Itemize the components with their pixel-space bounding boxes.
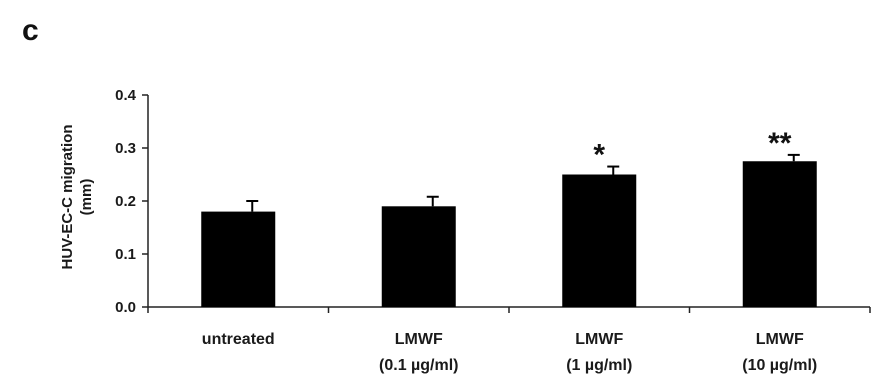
x-labels: untreated LMWF (0.1 µg/ml) LMWF (1 µg/ml) LMW… (147, 307, 871, 374)
y-tick-label: 0.1 (115, 246, 136, 263)
y-axis-title-line1: HUV-EC-C migration (59, 124, 76, 269)
x-category-label: LMWF (395, 331, 443, 348)
bars: * ** (201, 127, 817, 307)
error-bar (607, 165, 620, 175)
y-ticks: 0.0 0.1 0.2 0.3 0.4 (115, 87, 148, 316)
y-tick-label: 0.2 (115, 193, 136, 210)
x-category-sublabel: (1 µg/ml) (566, 357, 632, 374)
error-bar (426, 195, 439, 207)
bar (201, 211, 276, 307)
y-tick-label: 0.3 (115, 140, 136, 157)
error-bar (246, 200, 259, 212)
x-category-sublabel: (10 µg/ml) (742, 357, 817, 374)
x-category-label: LMWF (575, 331, 623, 348)
x-category-sublabel: (0.1 µg/ml) (379, 357, 458, 374)
bar (381, 206, 456, 307)
significance-marker: * (593, 139, 605, 172)
significance-marker: ** (768, 127, 792, 160)
y-axis-title-line2: (mm) (78, 179, 95, 216)
bar (562, 174, 637, 307)
x-category-label: untreated (202, 331, 275, 348)
x-category-label: LMWF (756, 331, 804, 348)
y-tick-label: 0.0 (115, 299, 136, 316)
bar (742, 161, 817, 307)
panel-label: c (22, 14, 39, 47)
y-axis-title: HUV-EC-C migration (mm) (59, 124, 95, 269)
error-bar (787, 153, 800, 162)
y-tick-label: 0.4 (115, 87, 137, 104)
